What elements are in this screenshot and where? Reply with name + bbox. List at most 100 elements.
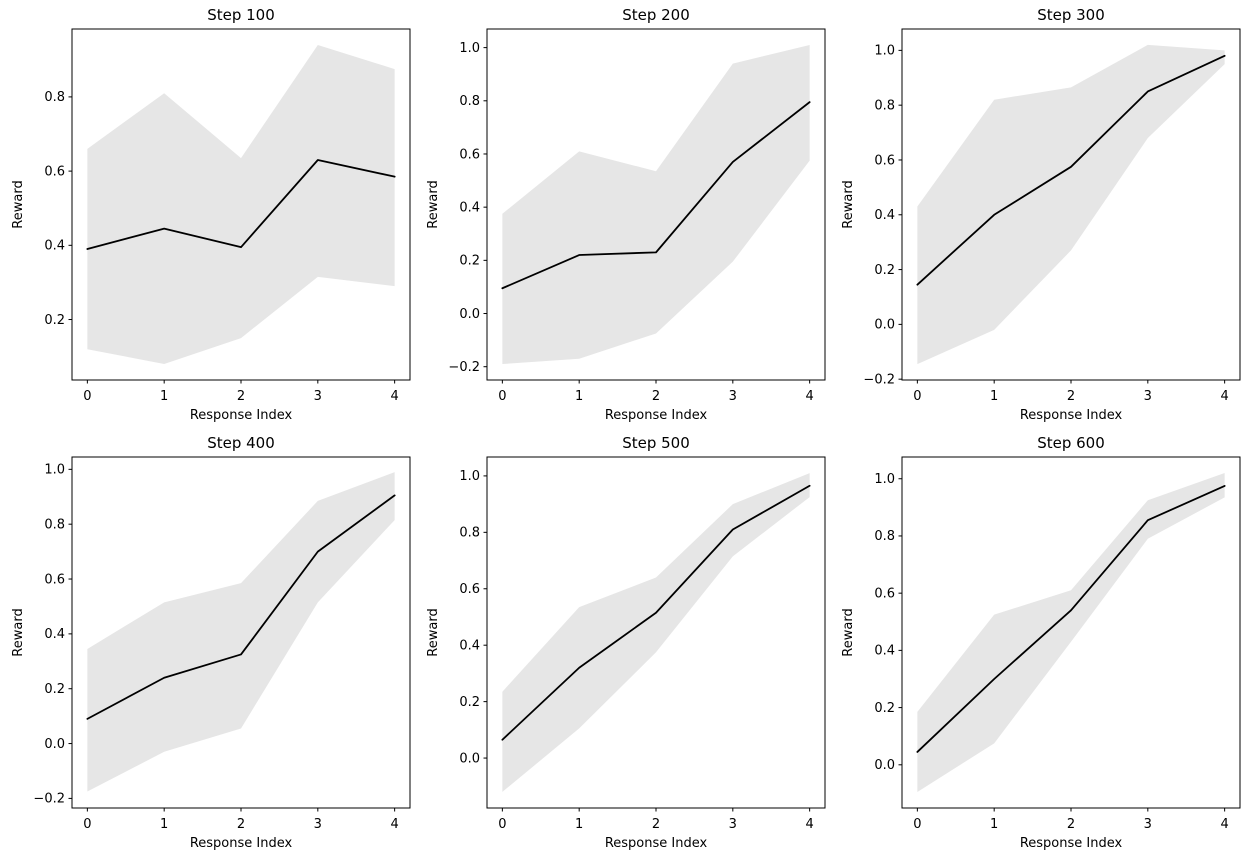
y-tick-label: −0.2 [448, 360, 480, 375]
subplot-title: Step 300 [1037, 6, 1105, 24]
y-tick-label: 0.8 [459, 94, 480, 109]
x-tick-label: 4 [805, 817, 813, 832]
x-tick-label: 2 [237, 389, 245, 404]
x-tick-label: 4 [390, 389, 398, 404]
y-tick-label: 0.8 [874, 98, 895, 113]
x-tick-label: 2 [652, 389, 660, 404]
x-tick-label: 3 [314, 389, 322, 404]
x-tick-label: 2 [1067, 817, 1075, 832]
x-tick-label: 1 [160, 817, 168, 832]
y-tick-label: 0.0 [459, 751, 480, 766]
x-tick-label: 3 [314, 817, 322, 832]
x-tick-label: 1 [160, 389, 168, 404]
y-tick-label: 0.4 [459, 638, 480, 653]
confidence-band-area [917, 44, 1225, 365]
subplot-title: Step 500 [622, 434, 690, 452]
y-tick-label: 0.4 [874, 208, 895, 223]
y-tick-label: 0.8 [459, 525, 480, 540]
y-tick-label: 0.4 [874, 643, 895, 658]
y-tick-label: 0.2 [874, 263, 895, 278]
subplot-svg: 0 1 2 3 4 −0.2 0.0 0.2 0.4 0.6 0.8 1.0 Step 300 Respo… [841, 6, 1241, 423]
subplot-step-600: 0 1 2 3 4 0.0 0.2 0.4 0.6 0.8 1.0 Step 600 Response … [830, 428, 1245, 855]
x-tick-label: 3 [729, 389, 737, 404]
y-tick-label: 0.2 [459, 254, 480, 269]
x-tick-label: 4 [1220, 389, 1228, 404]
x-tick-label: 0 [913, 389, 921, 404]
confidence-band-area [87, 44, 395, 365]
subplot-svg: 0 1 2 3 4 −0.2 0.0 0.2 0.4 0.6 0.8 1.0 Step 400 Respo… [11, 434, 411, 851]
y-tick-label: 0.4 [44, 239, 65, 254]
y-tick-label: 1.0 [459, 469, 480, 484]
x-tick-label: 2 [652, 817, 660, 832]
x-tick-label: 4 [390, 817, 398, 832]
y-axis-label: Reward [11, 180, 26, 228]
x-tick-label: 4 [1220, 817, 1228, 832]
y-axis-label: Reward [426, 180, 441, 228]
subplot-svg: 0 1 2 3 4 0.2 0.4 0.6 0.8 Step 100 Response Index R… [11, 6, 411, 423]
x-tick-label: 1 [990, 817, 998, 832]
mean-reward-line [916, 484, 1226, 753]
x-tick-label: 1 [575, 817, 583, 832]
y-tick-label: 0.6 [459, 582, 480, 597]
y-axis-label: Reward [11, 608, 26, 656]
y-tick-label: 0.6 [44, 572, 65, 587]
y-axis-label: Reward [426, 608, 441, 656]
x-tick-label: 1 [990, 389, 998, 404]
y-tick-label: 0.8 [874, 529, 895, 544]
x-tick-label: 0 [83, 817, 91, 832]
mean-reward-line [916, 54, 1226, 286]
subplot-step-300: 0 1 2 3 4 −0.2 0.0 0.2 0.4 0.6 0.8 1.0 Step 300 Respo… [830, 0, 1245, 427]
y-tick-label: 0.6 [874, 153, 895, 168]
y-axis-label: Reward [841, 180, 856, 228]
y-tick-label: 0.0 [44, 736, 65, 751]
y-tick-label: 0.4 [459, 200, 480, 215]
x-axis-label: Response Index [1020, 408, 1123, 423]
subplot-title: Step 100 [207, 6, 275, 24]
y-tick-label: −0.2 [863, 372, 895, 387]
y-tick-label: 1.0 [44, 462, 65, 477]
y-tick-label: 0.2 [44, 313, 65, 328]
subplot-step-200: 0 1 2 3 4 −0.2 0.0 0.2 0.4 0.6 0.8 1.0 Step 200 Respo… [415, 0, 830, 427]
y-tick-label: 0.6 [874, 586, 895, 601]
x-axis-label: Response Index [190, 408, 293, 423]
x-axis-label: Response Index [1020, 836, 1123, 851]
x-tick-label: 0 [83, 389, 91, 404]
subplot-title: Step 600 [1037, 434, 1105, 452]
y-tick-label: 0.0 [874, 318, 895, 333]
x-axis-label: Response Index [605, 408, 708, 423]
y-tick-label: 0.0 [459, 307, 480, 322]
subplot-step-400: 0 1 2 3 4 −0.2 0.0 0.2 0.4 0.6 0.8 1.0 Step 400 Respo… [0, 428, 415, 855]
x-tick-label: 1 [575, 389, 583, 404]
x-tick-label: 3 [729, 817, 737, 832]
x-tick-label: 2 [1067, 389, 1075, 404]
y-tick-label: 0.4 [44, 627, 65, 642]
x-tick-label: 3 [1144, 389, 1152, 404]
subplot-title: Step 200 [622, 6, 690, 24]
subplot-title: Step 400 [207, 434, 275, 452]
confidence-band-area [502, 472, 810, 792]
subplot-step-100: 0 1 2 3 4 0.2 0.4 0.6 0.8 Step 100 Response Index R… [0, 0, 415, 427]
x-axis-label: Response Index [605, 836, 708, 851]
x-tick-label: 4 [805, 389, 813, 404]
y-tick-label: 0.8 [44, 90, 65, 105]
y-tick-label: 1.0 [874, 44, 895, 59]
y-tick-label: 1.0 [874, 472, 895, 487]
y-tick-label: 0.8 [44, 517, 65, 532]
x-tick-label: 2 [237, 817, 245, 832]
y-tick-label: 0.2 [44, 682, 65, 697]
y-tick-label: 1.0 [459, 41, 480, 56]
confidence-band-area [87, 471, 395, 792]
x-tick-label: 0 [498, 389, 506, 404]
mean-reward-line [501, 101, 811, 290]
y-tick-label: 0.2 [459, 694, 480, 709]
subplot-step-500: 0 1 2 3 4 0.0 0.2 0.4 0.6 0.8 1.0 Step 500 Response … [415, 428, 830, 855]
subplot-svg: 0 1 2 3 4 −0.2 0.0 0.2 0.4 0.6 0.8 1.0 Step 200 Respo… [426, 6, 826, 423]
mean-reward-line [86, 159, 396, 250]
y-axis-label: Reward [841, 608, 856, 656]
y-tick-label: 0.2 [874, 700, 895, 715]
y-tick-label: 0.6 [44, 164, 65, 179]
x-tick-label: 0 [498, 817, 506, 832]
y-tick-label: −0.2 [33, 791, 65, 806]
y-tick-label: 0.0 [874, 758, 895, 773]
